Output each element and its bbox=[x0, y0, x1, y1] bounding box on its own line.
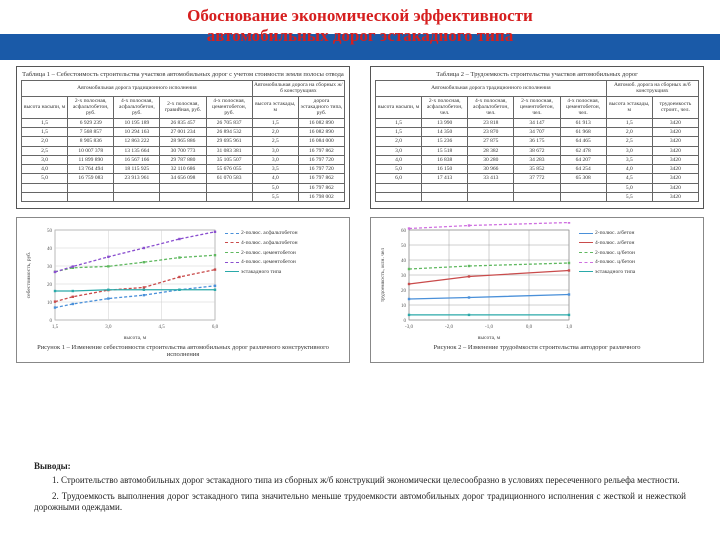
chart1-panel: 0 10 20 30 40 50 1,5 3,0 4,5 6,0 высота, м себестои… bbox=[16, 217, 350, 363]
table2-panel: Таблица 2 – Трудоемкость строительства у… bbox=[370, 66, 704, 209]
findings-heading: Выводы: bbox=[34, 461, 686, 471]
svg-text:0: 0 bbox=[50, 319, 53, 324]
table1-panel: Таблица 1 – Себестоимость строительства … bbox=[16, 66, 350, 209]
slide: Обоснование экономической эффективности … bbox=[0, 0, 720, 540]
table2: Автомобильная дорога традиционного испол… bbox=[375, 80, 699, 202]
svg-text:-2,0: -2,0 bbox=[445, 325, 453, 330]
svg-text:6,0: 6,0 bbox=[212, 325, 219, 330]
chart2-caption: Рисунок 2 – Изменение трудоёмкости строи… bbox=[375, 344, 699, 351]
slide-title: Обоснование экономической эффективности … bbox=[0, 6, 720, 46]
chart2-legend: 2-полюс. а/бетон4-полюс. а/бетон2-полюс.… bbox=[575, 222, 699, 342]
title-line-1: Обоснование экономической эффективности bbox=[187, 6, 533, 25]
content-area: Таблица 1 – Себестоимость строительства … bbox=[16, 66, 704, 363]
finding-2: 2. Трудоемкость выполнения дорог эстакад… bbox=[34, 491, 686, 514]
svg-text:3,0: 3,0 bbox=[105, 325, 112, 330]
svg-text:-3,0: -3,0 bbox=[405, 325, 413, 330]
svg-text:высота, м: высота, м bbox=[124, 335, 147, 341]
tables-row: Таблица 1 – Себестоимость строительства … bbox=[16, 66, 704, 209]
svg-text:10: 10 bbox=[401, 304, 407, 309]
svg-text:4,5: 4,5 bbox=[159, 325, 166, 330]
svg-text:30: 30 bbox=[401, 274, 407, 279]
chart2-panel: 0 10 20 30 40 50 60 -3,0 -2,0 -1,0 0,0 1,0 высота, м… bbox=[370, 217, 704, 363]
title-line-2: автомобильных дорог эстакадного типа bbox=[207, 26, 513, 45]
svg-text:40: 40 bbox=[47, 247, 53, 252]
svg-text:10: 10 bbox=[47, 301, 53, 306]
svg-text:1,5: 1,5 bbox=[52, 325, 59, 330]
svg-text:50: 50 bbox=[47, 229, 53, 234]
chart2: 0 10 20 30 40 50 60 -3,0 -2,0 -1,0 0,0 1,0 высота, м… bbox=[375, 222, 575, 342]
svg-text:1,0: 1,0 bbox=[566, 325, 573, 330]
table1-caption: Таблица 1 – Себестоимость строительства … bbox=[21, 71, 345, 78]
svg-text:высота, м: высота, м bbox=[478, 335, 501, 341]
svg-text:40: 40 bbox=[401, 259, 407, 264]
svg-text:0: 0 bbox=[404, 319, 407, 324]
svg-text:трудоемкость, млн. чел: трудоемкость, млн. чел bbox=[380, 248, 386, 303]
svg-text:себестоимость, руб.: себестоимость, руб. bbox=[25, 251, 32, 298]
svg-text:30: 30 bbox=[47, 265, 53, 270]
finding-1: 1. Строительство автомобильных дорог эст… bbox=[34, 475, 686, 487]
chart1-caption: Рисунок 1 – Изменение себестоимости стро… bbox=[21, 344, 345, 358]
chart1-legend: 2-полюс. асфальтобетон4-полюс. асфальтоб… bbox=[221, 222, 345, 342]
svg-text:50: 50 bbox=[401, 244, 407, 249]
svg-text:60: 60 bbox=[401, 229, 407, 234]
chart1: 0 10 20 30 40 50 1,5 3,0 4,5 6,0 высота, м себестои… bbox=[21, 222, 221, 342]
findings: Выводы: 1. Строительство автомобильных д… bbox=[34, 461, 686, 518]
table2-caption: Таблица 2 – Трудоемкость строительства у… bbox=[375, 71, 699, 78]
svg-text:-1,0: -1,0 bbox=[485, 325, 493, 330]
svg-text:0,0: 0,0 bbox=[526, 325, 533, 330]
table1: Автомобильная дорога традиционного испол… bbox=[21, 80, 345, 202]
svg-text:20: 20 bbox=[47, 283, 53, 288]
svg-text:20: 20 bbox=[401, 289, 407, 294]
charts-row: 0 10 20 30 40 50 1,5 3,0 4,5 6,0 высота, м себестои… bbox=[16, 217, 704, 363]
